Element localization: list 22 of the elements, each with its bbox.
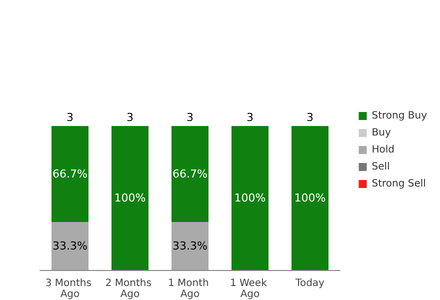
annotation: 3 xyxy=(306,111,314,124)
x-tick-label: 1 Week Ago xyxy=(230,278,270,300)
data-label: 66.7% xyxy=(52,168,88,181)
x-tick-label: 2 Months Ago xyxy=(105,278,155,300)
legend-label: Hold xyxy=(372,144,395,156)
data-label: 33.3% xyxy=(52,240,88,253)
x-tick-label: 3 Months Ago xyxy=(45,278,95,300)
data-label: 100% xyxy=(294,192,326,204)
legend-label: Strong Buy xyxy=(372,110,428,122)
data-label: 100% xyxy=(114,192,146,204)
annotation: 3 xyxy=(126,111,134,124)
legend-label: Strong Sell xyxy=(372,178,426,190)
data-label: 66.7% xyxy=(172,168,208,181)
data-label: 100% xyxy=(234,192,266,204)
annotation: 3 xyxy=(246,111,254,124)
x-tick-label: 1 Month Ago xyxy=(168,278,212,300)
legend-label: Sell xyxy=(372,162,390,172)
data-label: 33.3% xyxy=(172,240,208,253)
annotation: 3 xyxy=(66,111,74,124)
legend-label: Buy xyxy=(372,128,391,138)
annotation: 3 xyxy=(186,111,194,124)
x-tick-label: Today xyxy=(294,278,325,289)
